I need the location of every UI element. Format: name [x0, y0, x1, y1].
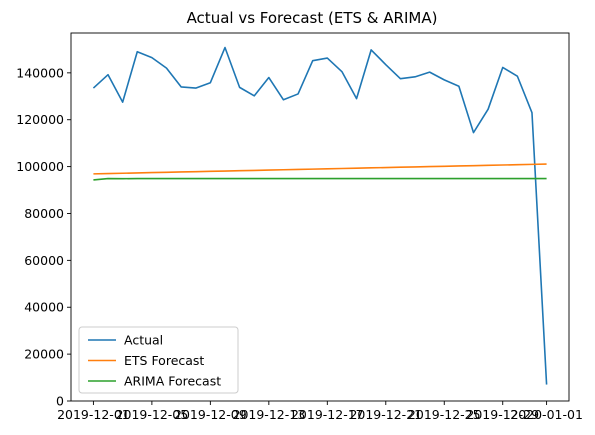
y-tick-label: 120000 — [16, 112, 64, 127]
chart-title: Actual vs Forecast (ETS & ARIMA) — [187, 9, 438, 27]
y-tick-label: 80000 — [24, 206, 64, 221]
x-tick-label: 2019-12-13 — [233, 407, 306, 422]
x-tick-label: 2019-12-29 — [466, 407, 539, 422]
x-tick-label: 2019-12-01 — [57, 407, 130, 422]
axes-layer: 0 20000 40000 60000 80000 100000 120000 140000 2… — [16, 32, 583, 422]
y-tick-label: 40000 — [24, 300, 64, 315]
x-tick-label: 2019-12-21 — [349, 407, 422, 422]
y-tick-label: 0 — [56, 394, 64, 409]
legend-label: ARIMA Forecast — [124, 374, 221, 389]
axes-frame — [70, 32, 570, 402]
legend-label: Actual — [124, 333, 163, 348]
series-line-actual — [92, 46, 548, 385]
legend: Actual ETS Forecast ARIMA Forecast — [78, 326, 239, 394]
x-tick-label: 2019-12-05 — [116, 407, 189, 422]
x-tick-label: 2019-12-17 — [291, 407, 364, 422]
series-layer — [92, 46, 548, 385]
y-tick-label: 140000 — [16, 65, 64, 80]
x-tick-label: 2019-12-09 — [174, 407, 247, 422]
series-line-ets-forecast — [93, 163, 547, 175]
y-tick-label: 100000 — [16, 159, 64, 174]
y-tick-label: 60000 — [24, 253, 64, 268]
series-line-arima-forecast — [93, 177, 547, 181]
legend-box — [78, 326, 239, 394]
y-tick-label: 20000 — [24, 347, 64, 362]
x-tick-label: 2019-12-25 — [408, 407, 481, 422]
legend-label: ETS Forecast — [124, 353, 204, 368]
x-tick-label: 2020-01-01 — [510, 407, 583, 422]
